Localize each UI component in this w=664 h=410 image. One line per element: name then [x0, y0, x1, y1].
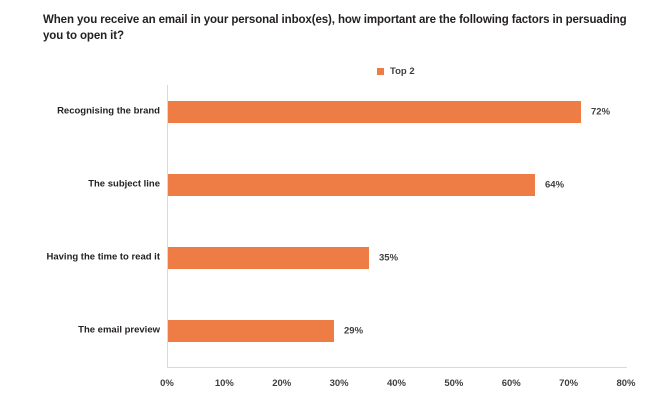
- x-tick-label: 50%: [444, 378, 464, 389]
- x-tick-label: 70%: [559, 378, 579, 389]
- x-tick-label: 20%: [272, 378, 292, 389]
- bar-value-label: 64%: [545, 179, 565, 191]
- bar-value-label: 29%: [344, 325, 364, 337]
- bar: [168, 174, 535, 196]
- category-label: The subject line: [88, 178, 160, 190]
- bar: [168, 320, 334, 342]
- x-tick-label: 30%: [329, 378, 349, 389]
- category-label: Recognising the brand: [57, 105, 160, 117]
- x-tick-label: 60%: [501, 378, 521, 389]
- legend-label: Top 2: [390, 66, 415, 77]
- plot-area: 72% 64% 35% 29%: [167, 85, 627, 368]
- x-tick-label: 80%: [616, 378, 636, 389]
- bar-value-label: 72%: [591, 106, 611, 118]
- chart-title: When you receive an email in your person…: [43, 14, 627, 43]
- legend: Top 2: [377, 66, 415, 77]
- category-label: The email preview: [78, 324, 160, 336]
- x-tick-label: 0%: [160, 378, 174, 389]
- legend-swatch-icon: [377, 68, 384, 75]
- category-label: Having the time to read it: [46, 251, 161, 263]
- bar: [168, 247, 369, 269]
- x-tick-label: 10%: [214, 378, 234, 389]
- bar-value-label: 35%: [379, 252, 399, 264]
- x-tick-label: 40%: [386, 378, 407, 389]
- bar: [168, 101, 581, 123]
